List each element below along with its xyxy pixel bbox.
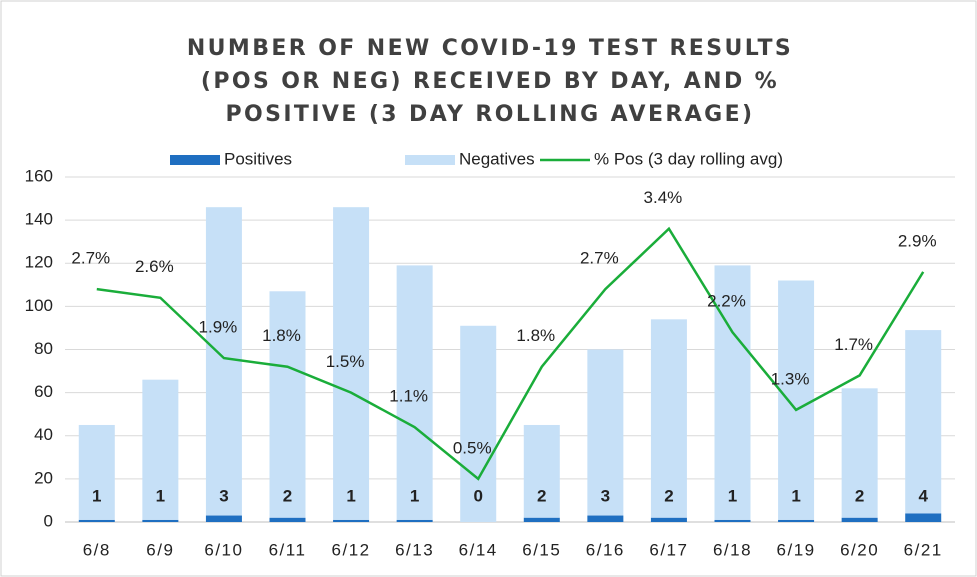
data-label: 1.8% bbox=[262, 326, 301, 345]
bar bbox=[905, 330, 942, 514]
legend-label: Positives bbox=[224, 149, 292, 168]
bar bbox=[841, 517, 878, 522]
data-label: 3 bbox=[601, 486, 610, 505]
x-tick-label: 6/21 bbox=[904, 540, 943, 559]
bar bbox=[142, 379, 179, 520]
bar bbox=[587, 515, 624, 522]
data-label: 2.9% bbox=[898, 231, 937, 250]
bar bbox=[460, 325, 497, 522]
x-tick-label: 6/13 bbox=[395, 540, 434, 559]
x-tick-label: 6/17 bbox=[649, 540, 688, 559]
bar bbox=[333, 207, 370, 520]
legend-swatch bbox=[405, 155, 455, 165]
chart-title: NUMBER OF NEW COVID-19 TEST RESULTS (POS… bbox=[186, 36, 794, 127]
x-tick-label: 6/12 bbox=[332, 540, 371, 559]
bar bbox=[205, 207, 242, 516]
legend-label: Negatives bbox=[459, 149, 535, 168]
x-tick-label: 6/14 bbox=[459, 540, 498, 559]
bar bbox=[905, 513, 942, 522]
bar bbox=[778, 280, 815, 520]
data-label: 1 bbox=[410, 486, 419, 505]
data-label: 1.8% bbox=[516, 326, 555, 345]
y-tick-label: 100 bbox=[25, 296, 53, 315]
x-tick-label: 6/19 bbox=[777, 540, 816, 559]
legend-label: % Pos (3 day rolling avg) bbox=[594, 149, 783, 168]
data-label: 1 bbox=[346, 486, 355, 505]
bar bbox=[523, 517, 560, 522]
data-label: 2.2% bbox=[707, 292, 746, 311]
bar bbox=[333, 519, 370, 522]
data-label: 2.6% bbox=[135, 257, 174, 276]
data-label: 1.3% bbox=[771, 369, 810, 388]
data-label: 2.7% bbox=[71, 249, 110, 268]
data-label: 2.7% bbox=[580, 249, 619, 268]
data-label: 1 bbox=[728, 486, 737, 505]
data-label: 1.5% bbox=[326, 352, 365, 371]
data-label: 1 bbox=[156, 486, 165, 505]
x-tick-label: 6/20 bbox=[840, 540, 879, 559]
y-tick-label: 140 bbox=[25, 210, 53, 229]
bar bbox=[587, 349, 624, 516]
legend-swatch bbox=[170, 155, 220, 165]
data-label: 3.4% bbox=[644, 188, 683, 207]
bar bbox=[78, 519, 115, 522]
data-label: 1.1% bbox=[389, 387, 428, 406]
data-label: 3 bbox=[219, 486, 228, 505]
data-label: 4 bbox=[918, 486, 928, 505]
y-tick-label: 120 bbox=[25, 253, 53, 272]
bar bbox=[523, 424, 560, 518]
line bbox=[96, 226, 925, 481]
y-tick-label: 160 bbox=[25, 166, 53, 185]
data-label: 2 bbox=[537, 486, 546, 505]
bar bbox=[650, 319, 687, 518]
data-label: 1 bbox=[92, 486, 101, 505]
data-label: 1 bbox=[791, 486, 800, 505]
bar bbox=[778, 519, 815, 522]
y-tick-label: 0 bbox=[44, 511, 53, 530]
bar bbox=[142, 519, 179, 522]
x-tick-label: 6/8 bbox=[83, 540, 111, 559]
x-tick-label: 6/9 bbox=[146, 540, 174, 559]
data-label: 2 bbox=[283, 486, 292, 505]
x-tick-label: 6/15 bbox=[522, 540, 561, 559]
y-tick-label: 60 bbox=[34, 382, 53, 401]
y-tick-label: 20 bbox=[34, 468, 53, 487]
bar bbox=[269, 291, 306, 518]
bar bbox=[841, 388, 878, 518]
bar bbox=[205, 515, 242, 522]
data-label: 2 bbox=[855, 486, 864, 505]
bar bbox=[396, 519, 433, 522]
data-label: 2 bbox=[664, 486, 673, 505]
x-tick-label: 6/18 bbox=[713, 540, 752, 559]
x-tick-label: 6/10 bbox=[204, 540, 243, 559]
data-label: 0.5% bbox=[453, 438, 492, 457]
bar bbox=[269, 517, 306, 522]
data-label: 1.9% bbox=[199, 318, 238, 337]
bar bbox=[714, 519, 751, 522]
y-tick-label: 40 bbox=[34, 425, 53, 444]
bar bbox=[714, 265, 751, 520]
bar bbox=[78, 424, 115, 520]
x-tick-label: 6/11 bbox=[269, 540, 307, 559]
y-tick-label: 80 bbox=[34, 339, 53, 358]
x-tick-label: 6/16 bbox=[586, 540, 625, 559]
bar bbox=[650, 517, 687, 522]
data-label: 0 bbox=[473, 486, 482, 505]
data-label: 1.7% bbox=[834, 335, 873, 354]
bar bbox=[396, 265, 433, 520]
